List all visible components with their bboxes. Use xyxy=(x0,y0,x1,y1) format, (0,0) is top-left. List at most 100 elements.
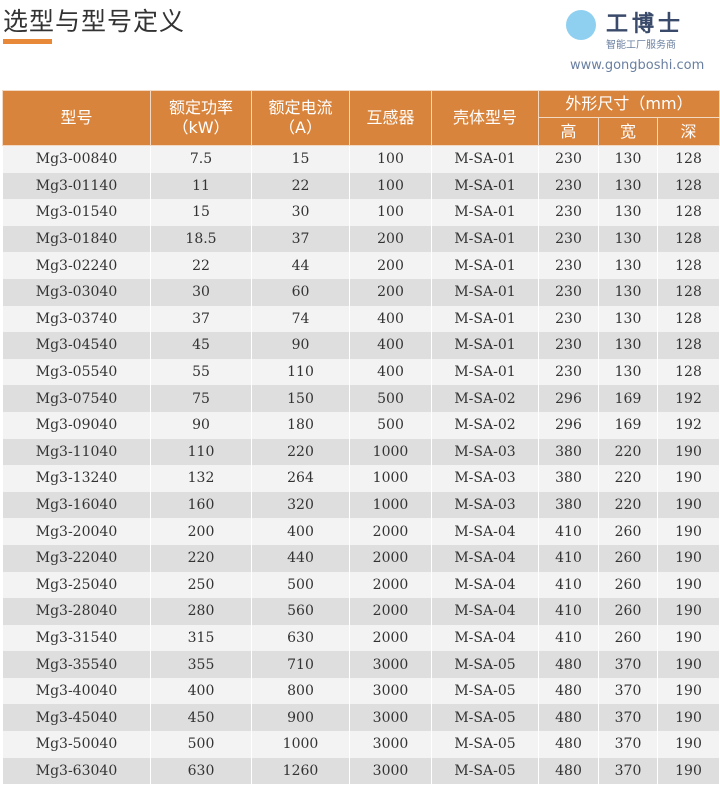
table-cell: 30 xyxy=(251,199,350,226)
table-cell: 7.5 xyxy=(150,145,252,173)
table-cell: 130 xyxy=(598,252,658,279)
table-row: Mg3-16040 160 320 1000 M-SA-03 380 220 190 xyxy=(2,491,720,519)
watermark-tagline: 智能工厂服务商 xyxy=(606,40,676,51)
watermark-brand: 工博士 xyxy=(606,12,685,37)
table-cell: 130 xyxy=(598,225,658,253)
table-cell: 560 xyxy=(251,598,350,625)
table-row: Mg3-40040 400 800 3000 M-SA-05 480 370 190 xyxy=(2,677,720,705)
table-cell: 128 xyxy=(656,252,720,279)
model-selection-table: 型号 额定功率 （kW） 额定电流 （A） 互感器 壳体型号 外形尺寸（mm） 高 … xyxy=(2,90,720,785)
table-cell: Mg3-04540 xyxy=(2,332,151,359)
table-cell: Mg3-09040 xyxy=(2,411,151,439)
table-row: Mg3-45040 450 900 3000 M-SA-05 480 370 190 xyxy=(2,704,720,732)
table-cell: 190 xyxy=(656,704,720,732)
table-cell: Mg3-50040 xyxy=(2,731,151,758)
header-power: 额定功率 （kW） xyxy=(150,90,252,146)
table-cell: 230 xyxy=(538,332,599,359)
table-cell: 440 xyxy=(251,544,350,572)
table-cell: 410 xyxy=(538,624,599,652)
watermark-logo: 工博士 智能工厂服务商 www.gongboshi.com xyxy=(560,4,718,84)
mascot-icon xyxy=(566,10,596,40)
table-cell: 3000 xyxy=(349,704,432,732)
table-cell: 110 xyxy=(251,358,350,386)
table-cell: 480 xyxy=(538,757,599,785)
table-cell: 37 xyxy=(150,305,252,333)
header-current: 额定电流 （A） xyxy=(251,90,350,146)
table-cell: Mg3-20040 xyxy=(2,518,151,545)
table-cell: 220 xyxy=(150,544,252,572)
table-cell: M-SA-01 xyxy=(431,199,539,226)
table-cell: 22 xyxy=(251,172,350,200)
table-row: Mg3-04540 45 90 400 M-SA-01 230 130 128 xyxy=(2,332,720,359)
table-cell: 190 xyxy=(656,651,720,678)
table-cell: 296 xyxy=(538,385,599,412)
table-cell: 190 xyxy=(656,465,720,492)
table-cell: 220 xyxy=(251,438,350,466)
table-cell: 100 xyxy=(349,145,432,173)
table-cell: 410 xyxy=(538,571,599,599)
table-cell: 3000 xyxy=(349,731,432,758)
table-row: Mg3-03740 37 74 400 M-SA-01 230 130 128 xyxy=(2,305,720,333)
table-cell: 264 xyxy=(251,465,350,492)
table-cell: 100 xyxy=(349,172,432,200)
table-cell: 180 xyxy=(251,411,350,439)
table-cell: 260 xyxy=(598,518,658,545)
table-cell: 2000 xyxy=(349,544,432,572)
table-cell: 370 xyxy=(598,677,658,705)
table-cell: 500 xyxy=(150,731,252,758)
table-cell: Mg3-16040 xyxy=(2,491,151,519)
table-row: Mg3-09040 90 180 500 M-SA-02 296 169 192 xyxy=(2,411,720,439)
header-current-label: 额定电流 xyxy=(268,98,333,117)
table-row: Mg3-02240 22 44 200 M-SA-01 230 130 128 xyxy=(2,252,720,279)
table-cell: 45 xyxy=(150,332,252,359)
table-cell: 130 xyxy=(598,358,658,386)
table-cell: Mg3-11040 xyxy=(2,438,151,466)
table-cell: 15 xyxy=(150,199,252,226)
table-cell: 230 xyxy=(538,199,599,226)
table-row: Mg3-20040 200 400 2000 M-SA-04 410 260 190 xyxy=(2,518,720,545)
table-cell: 130 xyxy=(598,199,658,226)
table-cell: M-SA-05 xyxy=(431,677,539,705)
table-cell: 2000 xyxy=(349,624,432,652)
table-cell: 74 xyxy=(251,305,350,333)
table-cell: M-SA-05 xyxy=(431,757,539,785)
table-cell: 380 xyxy=(538,491,599,519)
table-cell: 128 xyxy=(656,225,720,253)
table-cell: 200 xyxy=(349,225,432,253)
table-cell: Mg3-22040 xyxy=(2,544,151,572)
table-cell: 480 xyxy=(538,651,599,678)
table-cell: 1000 xyxy=(251,731,350,758)
table-cell: Mg3-03740 xyxy=(2,305,151,333)
table-cell: M-SA-01 xyxy=(431,252,539,279)
table-cell: 22 xyxy=(150,252,252,279)
table-cell: 480 xyxy=(538,731,599,758)
table-cell: M-SA-01 xyxy=(431,332,539,359)
table-cell: 11 xyxy=(150,172,252,200)
table-cell: Mg3-13240 xyxy=(2,465,151,492)
table-cell: 400 xyxy=(251,518,350,545)
table-cell: Mg3-01840 xyxy=(2,225,151,253)
table-cell: 190 xyxy=(656,544,720,572)
table-cell: 190 xyxy=(656,598,720,625)
table-cell: 15 xyxy=(251,145,350,173)
table-cell: 128 xyxy=(656,199,720,226)
table-cell: M-SA-01 xyxy=(431,145,539,173)
table-cell: 230 xyxy=(538,172,599,200)
table-cell: 370 xyxy=(598,651,658,678)
header-depth: 深 xyxy=(656,117,720,146)
table-cell: 900 xyxy=(251,704,350,732)
table-cell: Mg3-03040 xyxy=(2,278,151,306)
table-cell: M-SA-01 xyxy=(431,172,539,200)
table-cell: 190 xyxy=(656,677,720,705)
title-accent-bar xyxy=(3,39,52,44)
table-cell: 250 xyxy=(150,571,252,599)
table-cell: 190 xyxy=(656,757,720,785)
table-cell: M-SA-04 xyxy=(431,518,539,545)
table-cell: 230 xyxy=(538,358,599,386)
table-cell: 220 xyxy=(598,465,658,492)
table-cell: 370 xyxy=(598,731,658,758)
table-cell: 130 xyxy=(598,305,658,333)
table-cell: 230 xyxy=(538,305,599,333)
table-cell: 160 xyxy=(150,491,252,519)
table-cell: 260 xyxy=(598,571,658,599)
